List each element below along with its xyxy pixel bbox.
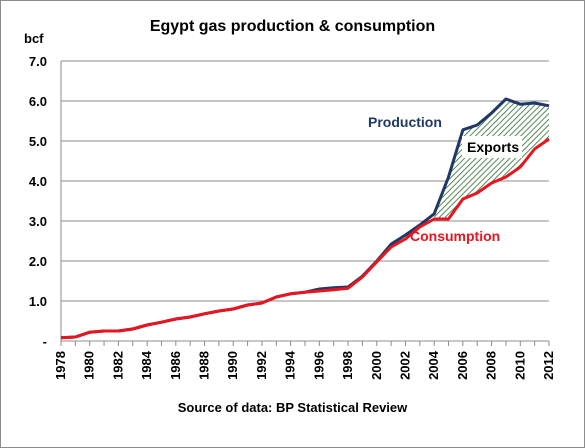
x-tick-label: 1996 [311, 351, 326, 380]
x-tick-label: 2004 [426, 350, 441, 380]
x-tick-label: 1982 [110, 351, 125, 380]
x-tick-label: 1992 [254, 351, 269, 380]
x-tick-label: 1978 [53, 351, 68, 380]
exports-annotation: Exports [467, 139, 519, 155]
chart-title: Egypt gas production & consumption [149, 18, 436, 35]
x-tick-label: 2012 [541, 351, 556, 380]
x-tick-label: 2010 [512, 351, 527, 380]
exports-label-background [462, 136, 522, 158]
x-tick-label: 1980 [82, 351, 97, 380]
x-tick-label: 2008 [484, 351, 499, 380]
y-axis-unit-label: bcf [24, 31, 44, 46]
y-tick-label: 2.0 [29, 254, 47, 269]
production-annotation: Production [368, 114, 442, 130]
source-note: Source of data: BP Statistical Review [177, 400, 408, 415]
exports-area [434, 99, 549, 219]
consumption-annotation: Consumption [410, 228, 500, 244]
x-tick-label: 1986 [168, 351, 183, 380]
x-tick-label: 2000 [369, 351, 384, 380]
x-tick-label: 1988 [197, 351, 212, 380]
x-tick-label: 1994 [283, 350, 298, 380]
y-tick-label: 3.0 [29, 214, 47, 229]
x-tick-label: 1998 [340, 351, 355, 380]
y-tick-label: 5.0 [29, 134, 47, 149]
y-tick-label: 6.0 [29, 94, 47, 109]
y-tick-label: 7.0 [29, 54, 47, 69]
x-tick-label: 2006 [455, 351, 470, 380]
consumption-series-line [60, 137, 550, 340]
x-tick-label: 1990 [225, 351, 240, 380]
x-tick-label: 2002 [397, 351, 412, 380]
y-tick-label: 1.0 [29, 294, 47, 309]
y-tick-label: - [43, 334, 47, 349]
y-tick-label: 4.0 [29, 174, 47, 189]
x-tick-label: 1984 [139, 350, 154, 380]
